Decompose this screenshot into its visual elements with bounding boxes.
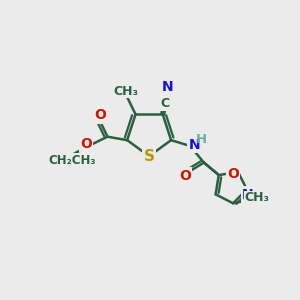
Text: C: C [161,97,170,110]
Text: O: O [179,169,191,182]
Text: N: N [188,138,200,152]
Text: O: O [94,108,106,122]
Text: N: N [162,80,174,94]
Text: S: S [144,148,154,164]
Text: CH₂CH₃: CH₂CH₃ [48,154,96,166]
Text: H: H [196,133,207,146]
Text: CH₃: CH₃ [245,191,270,204]
Text: O: O [227,167,239,181]
Text: O: O [80,137,92,151]
Text: CH₃: CH₃ [114,85,139,98]
Text: N: N [242,188,254,202]
